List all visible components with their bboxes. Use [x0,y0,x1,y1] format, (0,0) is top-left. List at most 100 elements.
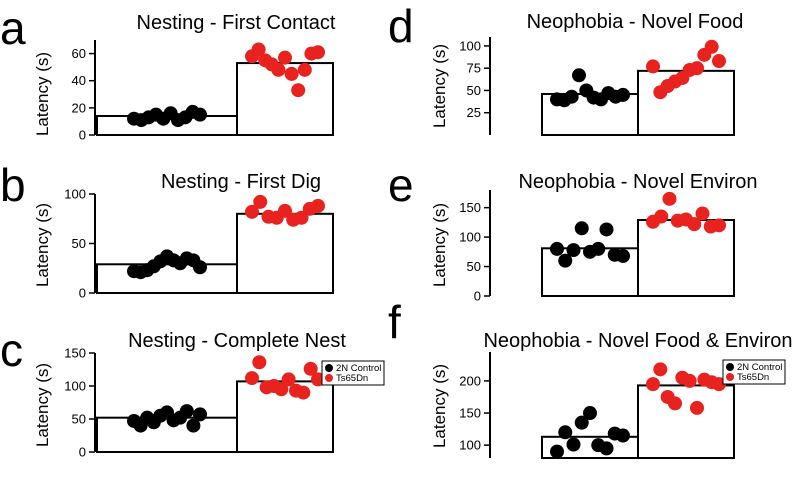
point-a-ts65dn-5 [278,50,292,65]
chart-title-a: Nesting - First Contact [137,12,336,34]
point-e-ts65dn-8 [712,218,726,233]
legend-label-control-c: 2N Control [336,363,381,374]
point-e-control-2 [566,243,581,258]
y-tick-label-b-2: 100 [64,187,86,202]
point-d-ts65dn-8 [704,39,719,54]
y-tick-label-c-3: 150 [64,346,86,361]
bar-b-control [96,263,238,295]
panel-letter-e: e [388,159,414,211]
y-tick-label-f-1: 150 [459,406,481,421]
y-tick-label-b-1: 50 [72,236,86,251]
y-tick-label-d-1: 50 [467,83,481,98]
panel-letter-f: f [388,296,401,348]
y-tick-label-a-3: 60 [72,46,86,61]
point-a-ts65dn-10 [311,45,325,60]
point-d-control-2 [564,89,579,104]
panel-letter-c: c [0,324,23,376]
point-f-ts65dn-6 [690,400,704,415]
legend-marker-control-f [726,363,734,371]
point-f-control-2 [566,437,581,452]
legend-label-ts65dn-f: Ts65Dn [737,372,769,383]
y-tick-label-f-0: 100 [459,438,481,453]
chart-title-c: Nesting - Complete Nest [128,330,346,352]
y-axis-label-a: Latency (s) [33,52,52,136]
point-a-ts65dn-4 [271,62,286,77]
legend-box-c [321,360,385,386]
point-f-ts65dn-5 [682,373,697,388]
y-tick-label-d-0: 25 [467,105,481,120]
chart-title-d: Neophobia - Novel Food [527,11,744,33]
point-c-ts65dn-4 [274,382,289,397]
point-c-ts65dn-8 [303,361,318,376]
point-f-control-1 [558,425,573,440]
chart-title-b: Nesting - First Dig [161,171,321,193]
point-b-ts65dn-6 [294,210,309,225]
point-f-control-6 [599,441,614,456]
point-f-control-8 [616,428,630,443]
point-e-control-8 [616,248,630,263]
point-e-ts65dn-6 [695,206,710,221]
point-f-ts65dn-1 [653,362,668,377]
y-tick-label-e-0: 0 [474,289,481,304]
y-axis-label-b: Latency (s) [33,203,52,287]
legend-marker-control-c [325,364,333,372]
point-e-ts65dn-2 [662,191,677,206]
legend-marker-ts65dn-f [726,373,734,381]
legend-label-ts65dn-c: Ts65Dn [336,373,368,384]
point-d-ts65dn-6 [690,61,704,76]
panel-letter-d: d [388,0,414,52]
legend-box-f [722,359,786,385]
point-f-control-4 [583,406,597,421]
point-c-control-10 [193,407,207,422]
point-d-ts65dn-9 [712,54,726,69]
y-tick-label-e-2: 100 [459,230,481,245]
panel-letter-b: b [0,159,26,211]
point-b-ts65dn-0 [245,204,259,219]
y-tick-label-c-2: 100 [64,379,86,394]
y-tick-label-a-0: 0 [79,128,86,143]
point-a-ts65dn-1 [251,42,266,57]
legend-marker-ts65dn-c [325,374,333,382]
point-c-ts65dn-0 [245,371,259,386]
y-axis-label-e: Latency (s) [430,203,449,287]
y-tick-label-e-1: 50 [467,259,481,274]
y-tick-label-b-0: 0 [79,286,86,301]
y-tick-label-a-1: 20 [72,100,86,115]
point-f-control-0 [550,444,564,459]
panel-letter-a: a [0,2,26,54]
point-b-control-10 [193,260,207,275]
point-a-ts65dn-7 [291,83,306,98]
point-c-ts65dn-7 [296,385,311,400]
y-tick-label-c-1: 50 [72,412,86,427]
y-axis-label-c: Latency (s) [33,363,52,447]
point-e-control-5 [591,241,606,256]
y-tick-label-d-3: 100 [459,38,481,53]
point-c-ts65dn-5 [281,372,296,387]
y-tick-label-f-2: 200 [459,373,481,388]
point-f-ts65dn-3 [668,396,682,411]
chart-title-e: Neophobia - Novel Environ [518,171,757,193]
point-d-ts65dn-0 [646,59,660,74]
y-axis-label-d: Latency (s) [430,44,449,128]
chart-title-f: Neophobia - Novel Food & Environ [483,330,792,352]
point-b-ts65dn-1 [253,194,268,209]
point-e-ts65dn-1 [654,209,669,224]
point-c-control-8 [179,404,194,419]
bar-f-ts65dn [637,384,735,460]
point-a-ts65dn-8 [297,62,312,77]
point-c-ts65dn-1 [252,355,267,370]
point-a-control-9 [193,107,207,122]
y-tick-label-c-0: 0 [79,445,86,460]
point-a-ts65dn-6 [284,66,299,81]
bar-c-control [96,416,238,453]
point-e-control-6 [599,222,614,237]
point-e-control-0 [550,241,564,256]
point-e-control-1 [558,253,573,268]
point-c-control-9 [186,418,201,433]
point-f-ts65dn-0 [646,377,660,392]
point-f-control-3 [574,415,589,430]
legend-label-control-f: 2N Control [737,362,782,373]
y-tick-label-d-2: 75 [467,61,481,76]
